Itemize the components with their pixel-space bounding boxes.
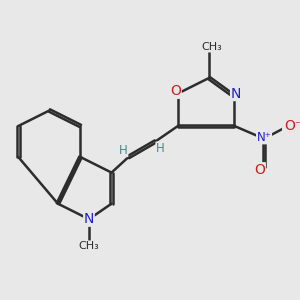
Text: H: H: [119, 143, 128, 157]
Text: N: N: [84, 212, 94, 226]
Text: N⁺: N⁺: [256, 131, 272, 144]
Text: N: N: [231, 86, 241, 100]
Text: O: O: [254, 163, 265, 177]
Text: CH₃: CH₃: [79, 241, 99, 251]
Text: CH₃: CH₃: [201, 42, 222, 52]
Text: O⁻: O⁻: [285, 119, 300, 133]
Text: H: H: [156, 142, 165, 155]
Text: O: O: [170, 84, 181, 98]
